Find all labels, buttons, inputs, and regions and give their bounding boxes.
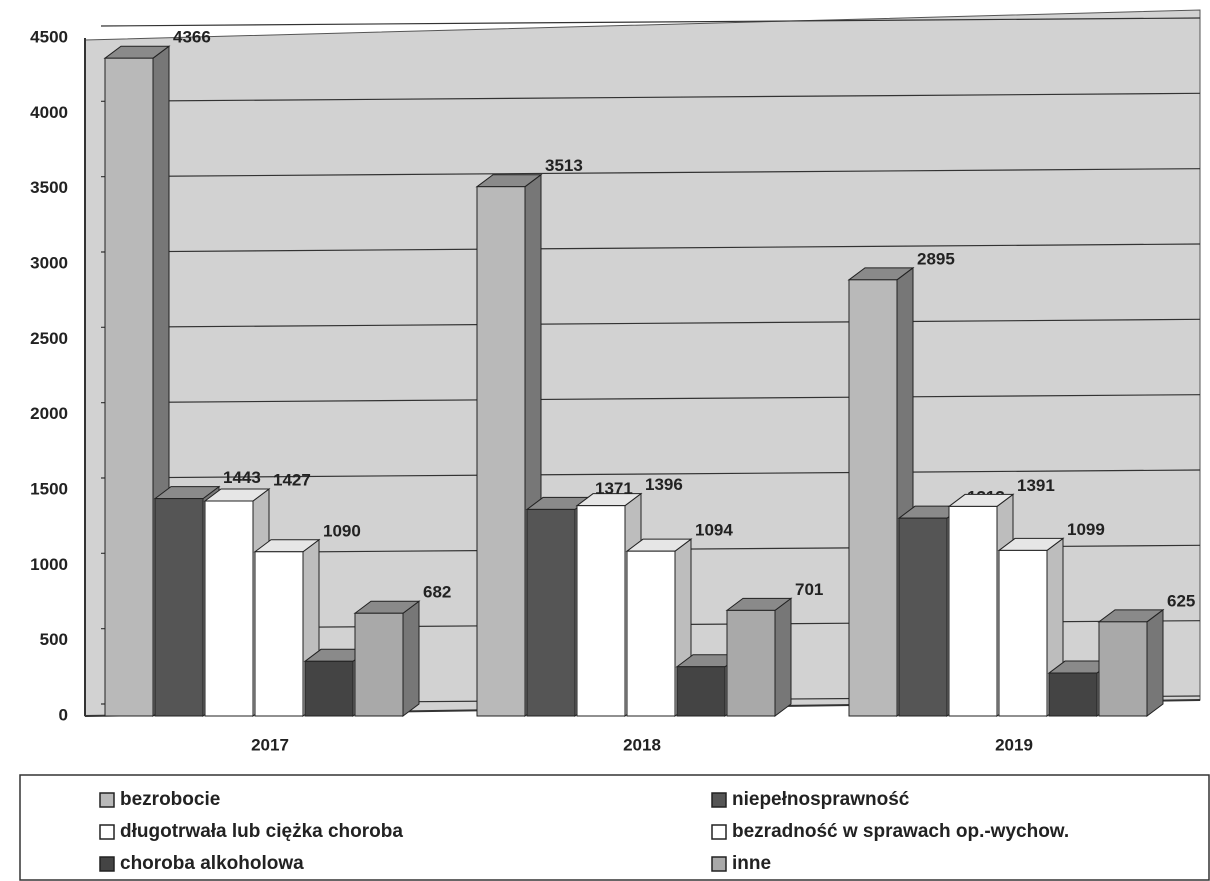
y-tick-label: 4500 xyxy=(30,27,68,46)
legend-swatch xyxy=(711,824,727,840)
y-tick-label: 3500 xyxy=(30,178,68,197)
value-label: 625 xyxy=(1167,591,1195,610)
y-tick-label: 2500 xyxy=(30,329,68,348)
bar-side xyxy=(1146,608,1164,717)
y-tick-label: 1000 xyxy=(30,555,68,574)
bar xyxy=(104,57,154,717)
legend-swatch xyxy=(99,856,115,872)
bar xyxy=(626,550,676,717)
bar xyxy=(1098,621,1148,717)
legend-box xyxy=(19,774,1210,881)
bar xyxy=(254,551,304,717)
legend-swatch xyxy=(711,792,727,808)
y-tick-label: 3000 xyxy=(30,253,68,272)
value-label: 3513 xyxy=(545,156,583,175)
y-tick-label: 500 xyxy=(40,630,68,649)
y-tick-label: 0 xyxy=(59,705,68,724)
grid-line xyxy=(100,92,1201,102)
legend: bezrobocie niepełnosprawność długotrwała l… xyxy=(99,789,1069,874)
legend-label: inne xyxy=(732,853,771,874)
bar xyxy=(204,500,254,717)
legend-label: bezrobocie xyxy=(120,789,220,810)
bar xyxy=(154,498,204,717)
value-label: 2895 xyxy=(917,249,955,268)
legend-swatch xyxy=(711,856,727,872)
x-tick-label: 2019 xyxy=(995,735,1033,754)
y-tick-label: 4000 xyxy=(30,103,68,122)
grid-line xyxy=(100,17,1201,27)
value-label: 1094 xyxy=(695,521,733,540)
legend-label: niepełnosprawność xyxy=(732,789,910,810)
value-label: 1090 xyxy=(323,521,361,540)
value-label: 1391 xyxy=(1017,476,1055,495)
value-label: 682 xyxy=(423,583,451,602)
bar xyxy=(998,549,1048,717)
bar xyxy=(304,660,354,717)
bar xyxy=(354,612,404,717)
bar-side xyxy=(402,600,420,717)
bar-side xyxy=(774,597,792,717)
value-label: 4366 xyxy=(173,28,211,47)
value-label: 1427 xyxy=(273,470,311,489)
bar xyxy=(726,609,776,717)
bar xyxy=(848,279,898,717)
legend-label: choroba alkoholowa xyxy=(120,853,304,874)
x-tick-label: 2017 xyxy=(251,735,289,754)
x-tick-label: 2018 xyxy=(623,735,661,754)
bar xyxy=(576,505,626,717)
grid-line xyxy=(100,168,1201,178)
value-label: 1396 xyxy=(645,475,683,494)
bar xyxy=(1048,672,1098,717)
grid-line xyxy=(100,243,1201,253)
bar xyxy=(898,517,948,717)
value-label: 1099 xyxy=(1067,520,1105,539)
legend-label: długotrwała lub ciężka choroba xyxy=(120,821,403,842)
y-tick-label: 2000 xyxy=(30,404,68,423)
bar xyxy=(676,666,726,717)
bar xyxy=(476,186,526,717)
bar xyxy=(526,508,576,717)
legend-swatch xyxy=(99,824,115,840)
legend-swatch xyxy=(99,792,115,808)
y-tick-label: 1500 xyxy=(30,479,68,498)
grid-line xyxy=(100,469,1201,479)
value-label: 701 xyxy=(795,580,823,599)
grid-line xyxy=(100,318,1201,328)
grid-line xyxy=(100,394,1201,404)
bar xyxy=(948,505,998,717)
value-label: 1443 xyxy=(223,468,261,487)
legend-label: bezradność w sprawach op.-wychow. xyxy=(732,821,1069,842)
